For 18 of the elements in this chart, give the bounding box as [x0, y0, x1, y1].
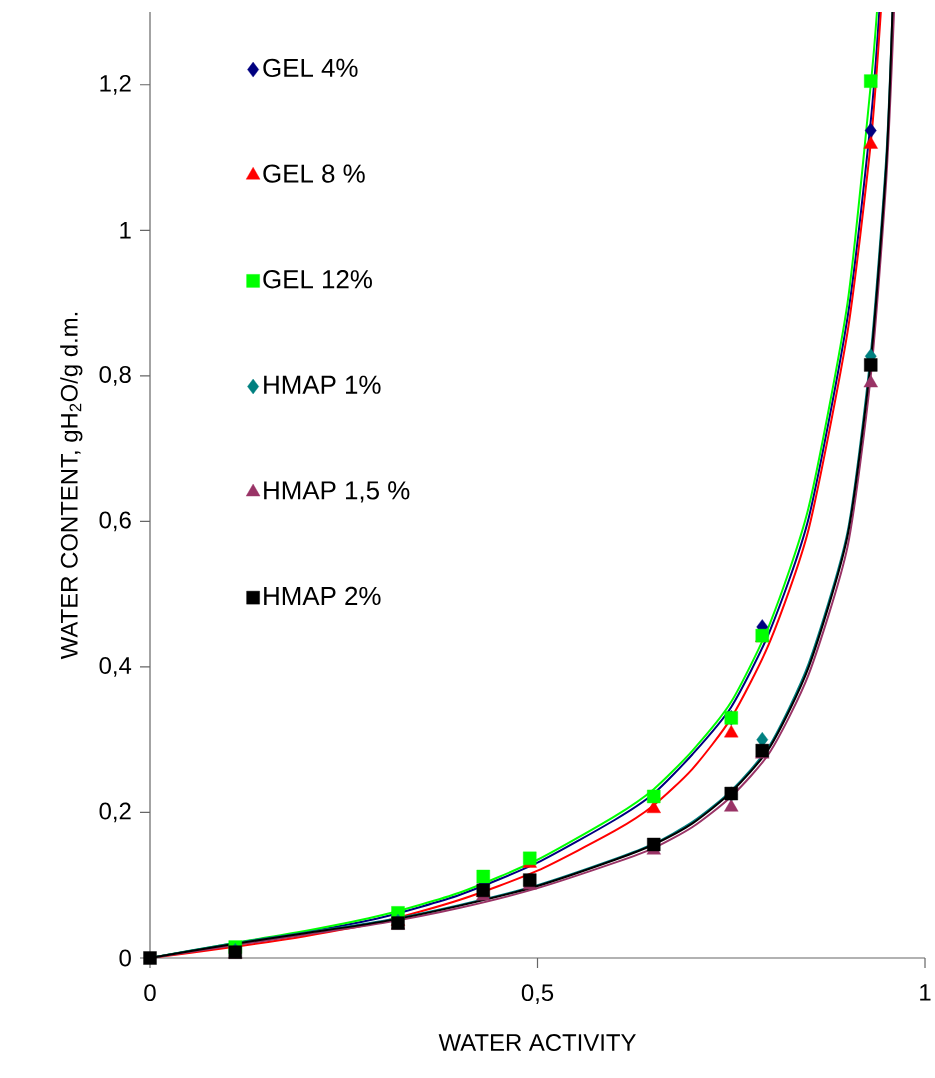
legend-label: GEL 12% [263, 270, 372, 289]
legend-label: GEL 4% [263, 58, 358, 78]
legend-label: HMAP 2% [264, 586, 381, 606]
y-tick-label: 0 [119, 949, 131, 967]
y-tick-label: 0,4 [99, 657, 132, 677]
x-axis-title: WATER ACTIVITY [438, 1034, 636, 1051]
y-tick-label: 1 [120, 222, 131, 239]
y-axis-title: WATER CONTENT, gH$_{2}$O/g d.m. [60, 312, 83, 660]
y-tick-label: 1,2 [100, 74, 131, 95]
x-tick-label: 0,5 [521, 984, 554, 1004]
legend-label: GEL 8 % [263, 164, 365, 183]
x-tick-label: 1 [920, 984, 931, 1001]
legend-label: HMAP 1,5 % [264, 481, 410, 503]
legend-label: HMAP 1% [264, 375, 381, 394]
y-tick-label: 0,8 [99, 365, 131, 386]
y-tick-label: 0,2 [99, 802, 131, 823]
x-tick-label: 0 [144, 984, 156, 1002]
y-tick-label: 0,6 [99, 511, 131, 532]
